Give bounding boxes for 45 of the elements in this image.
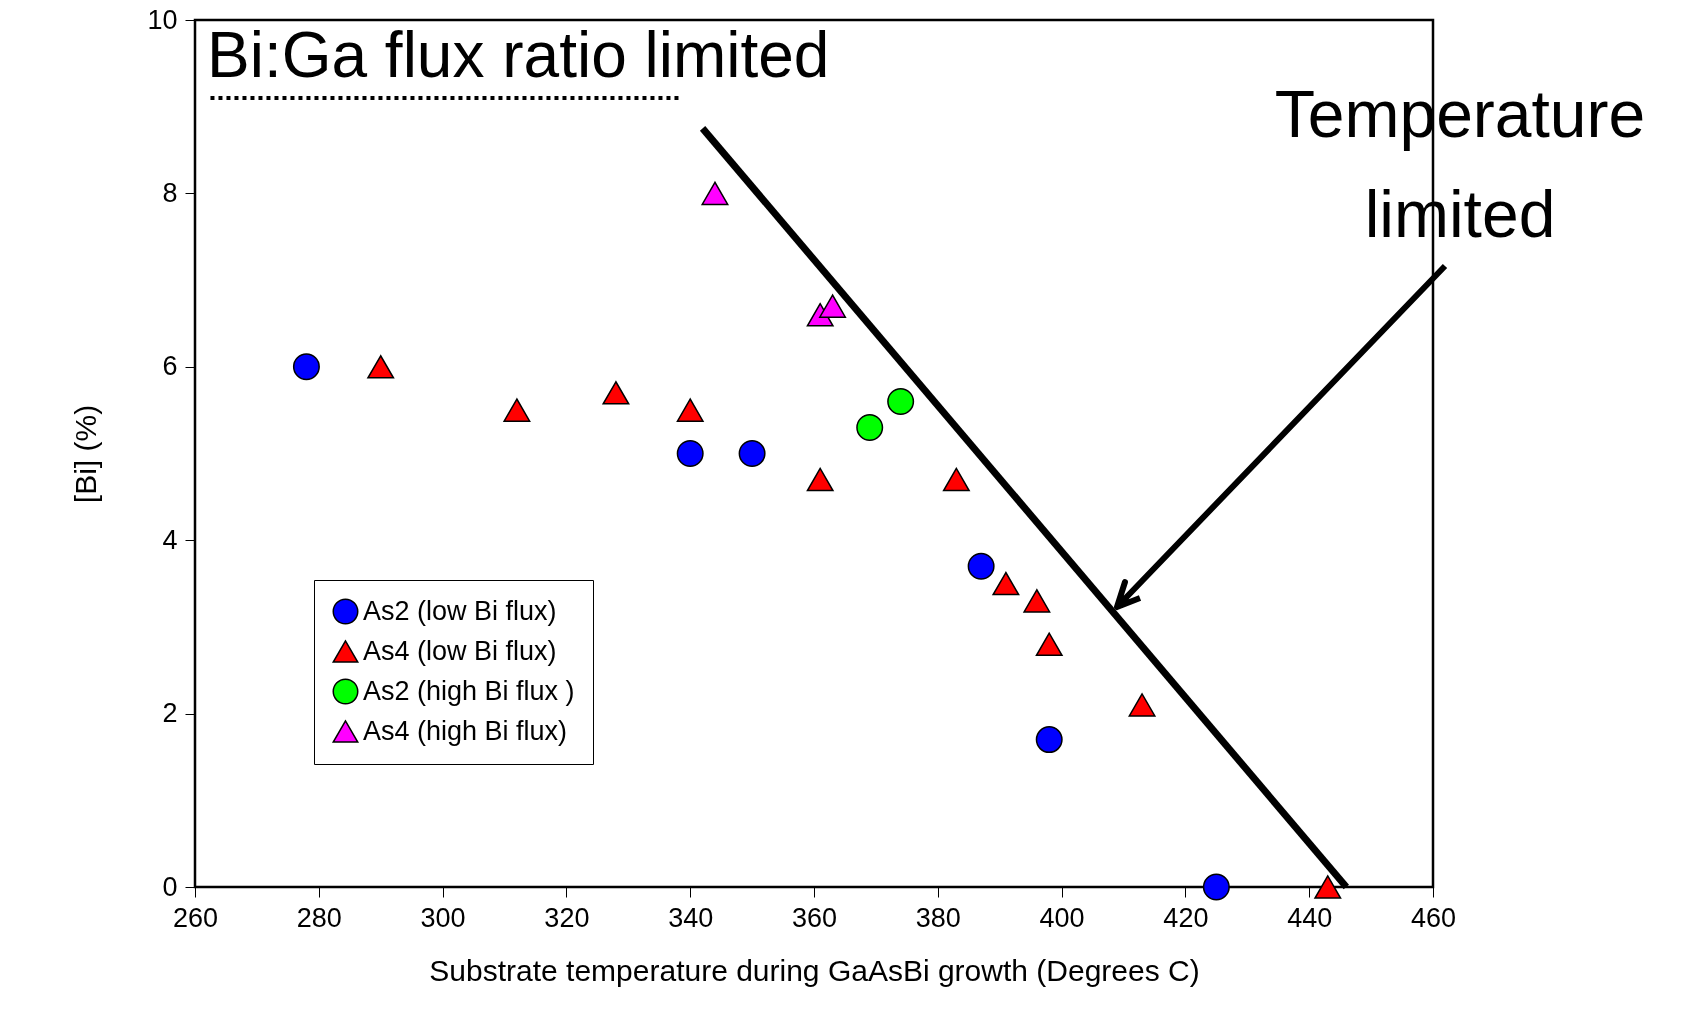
y-tick-label: 10 [147, 4, 178, 35]
y-tick-label: 6 [162, 351, 178, 382]
point [738, 440, 766, 467]
point [503, 398, 531, 422]
point [1035, 726, 1063, 754]
point [1023, 589, 1051, 613]
point [1202, 873, 1230, 901]
point [292, 353, 320, 381]
point [676, 398, 704, 422]
point [1035, 632, 1063, 657]
legend-label: As2 (low Bi flux) [363, 595, 557, 626]
y-tick-label: 8 [162, 177, 178, 208]
x-tick-label: 380 [915, 902, 961, 933]
point [602, 381, 630, 405]
x-axis-title: Substrate temperature during GaAsBi growth (Degrees C) [429, 953, 1200, 987]
y-axis-title: [Bi] (%) [69, 404, 103, 504]
legend-label: As4 (low Bi flux) [363, 635, 557, 666]
legend-label: As4 (high Bi flux) [363, 715, 568, 746]
x-tick-label: 360 [791, 902, 838, 933]
x-tick-label: 280 [296, 902, 342, 933]
point [819, 294, 847, 318]
x-tick-label: 340 [668, 902, 714, 933]
point [701, 181, 729, 206]
x-tick-label: 260 [172, 902, 219, 933]
x-tick-label: 460 [1410, 902, 1457, 933]
y-tick-label: 0 [162, 871, 178, 902]
point [1314, 875, 1342, 899]
point [1128, 693, 1156, 717]
y-tick-label: 2 [162, 698, 178, 729]
x-tick-label: 420 [1163, 902, 1209, 933]
x-tick-label: 320 [544, 902, 590, 933]
point [887, 388, 915, 415]
x-tick-label: 300 [420, 902, 466, 933]
annotation: Bi:Ga flux ratio limited [207, 19, 830, 91]
point [367, 355, 395, 379]
x-tick-label: 440 [1287, 902, 1333, 933]
point [676, 440, 704, 467]
legend-label: As2 (high Bi flux ) [363, 675, 575, 706]
point [992, 571, 1020, 596]
point [856, 414, 884, 441]
point [806, 467, 834, 492]
y-tick-label: 4 [162, 524, 178, 555]
x-tick-label: 400 [1039, 902, 1085, 933]
point [967, 552, 995, 580]
point [942, 467, 970, 492]
